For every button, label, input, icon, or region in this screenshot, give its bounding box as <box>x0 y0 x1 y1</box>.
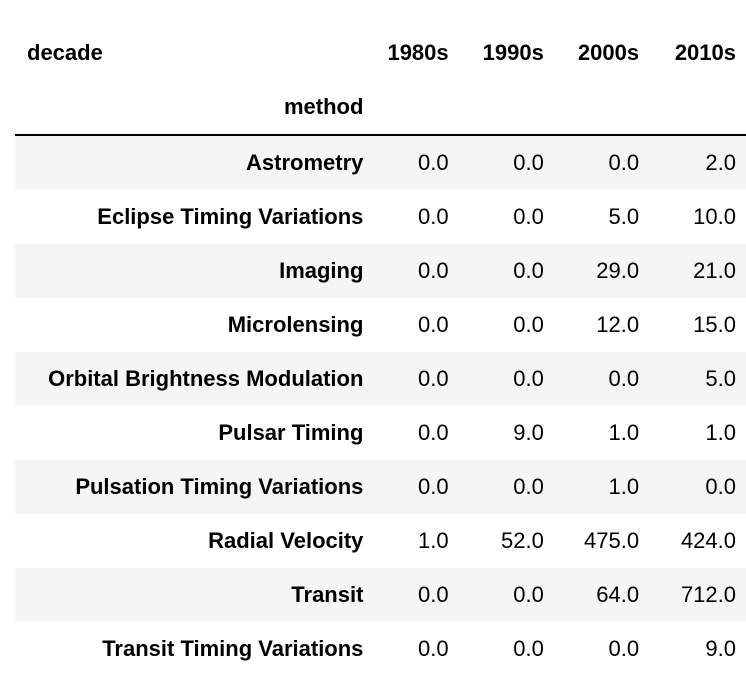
row-label: Pulsar Timing <box>218 420 364 445</box>
table-cell: 0.0 <box>418 204 449 229</box>
table-cell: 64.0 <box>596 582 640 607</box>
table-cell: 1.0 <box>608 474 640 499</box>
row-label: Pulsation Timing Variations <box>75 474 364 499</box>
column-header-2000s: 2000s <box>577 40 640 65</box>
column-header-1990s: 1990s <box>482 40 544 65</box>
table-cell: 0.0 <box>513 312 544 337</box>
table-header: decade 1980s 1990s 2000s 2010s method <box>15 26 746 135</box>
table-cell: 0.0 <box>608 366 640 391</box>
table-cell: 1.0 <box>418 528 449 553</box>
table-cell: 1.0 <box>705 420 736 445</box>
table-cell: 0.0 <box>513 150 544 175</box>
table-row: Radial Velocity 1.0 52.0 475.0 424.0 <box>15 514 746 568</box>
empty-header-cell <box>649 80 746 135</box>
row-label: Transit <box>291 582 364 607</box>
table-row: Eclipse Timing Variations 0.0 0.0 5.0 10.0 <box>15 190 746 244</box>
table-row: Transit 0.0 0.0 64.0 712.0 <box>15 568 746 622</box>
table-cell: 9.0 <box>705 636 736 661</box>
table-cell: 0.0 <box>608 636 640 661</box>
table-cell: 0.0 <box>513 366 544 391</box>
table-cell: 0.0 <box>705 474 736 499</box>
row-label: Eclipse Timing Variations <box>97 204 364 229</box>
row-label: Microlensing <box>227 312 364 337</box>
table-cell: 0.0 <box>418 366 449 391</box>
table-row: Microlensing 0.0 0.0 12.0 15.0 <box>15 298 746 352</box>
table-cell: 10.0 <box>693 204 736 229</box>
index-name-label: method <box>283 94 364 119</box>
dataframe-table: decade 1980s 1990s 2000s 2010s method As… <box>15 26 746 676</box>
table-cell: 0.0 <box>513 636 544 661</box>
table-cell: 5.0 <box>608 204 640 229</box>
row-label: Imaging <box>279 258 364 283</box>
table-cell: 424.0 <box>680 528 736 553</box>
table-cell: 0.0 <box>418 312 449 337</box>
table-cell: 21.0 <box>693 258 736 283</box>
row-label: Orbital Brightness Modulation <box>48 366 364 391</box>
table-cell: 0.0 <box>513 258 544 283</box>
table-row: Transit Timing Variations 0.0 0.0 0.0 9.0 <box>15 622 746 676</box>
table-cell: 5.0 <box>705 366 736 391</box>
table-cell: 0.0 <box>418 420 449 445</box>
row-label: Transit Timing Variations <box>102 636 364 661</box>
empty-header-cell <box>459 80 554 135</box>
table-row: Orbital Brightness Modulation 0.0 0.0 0.0 5.… <box>15 352 746 406</box>
column-header-1980s: 1980s <box>387 40 449 65</box>
table-cell: 0.0 <box>608 150 640 175</box>
table-cell: 0.0 <box>418 150 449 175</box>
table-row: Pulsar Timing 0.0 9.0 1.0 1.0 <box>15 406 746 460</box>
row-label: Radial Velocity <box>208 528 364 553</box>
table-row: Pulsation Timing Variations 0.0 0.0 1.0 0.0 <box>15 460 746 514</box>
empty-header-cell <box>363 80 458 135</box>
table-cell: 0.0 <box>418 474 449 499</box>
table-cell: 0.0 <box>418 582 449 607</box>
table-cell: 15.0 <box>693 312 736 337</box>
table-cell: 2.0 <box>705 150 736 175</box>
table-cell: 29.0 <box>596 258 640 283</box>
table-cell: 0.0 <box>418 636 449 661</box>
table-cell: 12.0 <box>596 312 640 337</box>
table-body: Astrometry 0.0 0.0 0.0 2.0 Eclipse Timing Var… <box>15 135 746 676</box>
header-row-decade: decade 1980s 1990s 2000s 2010s <box>15 26 746 80</box>
columns-name-label: decade <box>27 40 103 65</box>
table-cell: 475.0 <box>584 528 640 553</box>
table-row: Astrometry 0.0 0.0 0.0 2.0 <box>15 135 746 190</box>
table-cell: 0.0 <box>513 474 544 499</box>
table-cell: 712.0 <box>680 582 736 607</box>
empty-header-cell <box>554 80 649 135</box>
table-row: Imaging 0.0 0.0 29.0 21.0 <box>15 244 746 298</box>
row-label: Astrometry <box>246 150 364 175</box>
header-row-method: method <box>15 80 746 135</box>
table-cell: 0.0 <box>418 258 449 283</box>
table-cell: 9.0 <box>513 420 544 445</box>
table-cell: 52.0 <box>501 528 544 553</box>
table-cell: 0.0 <box>513 204 544 229</box>
table-cell: 1.0 <box>608 420 640 445</box>
column-header-2010s: 2010s <box>674 40 736 65</box>
table-cell: 0.0 <box>513 582 544 607</box>
